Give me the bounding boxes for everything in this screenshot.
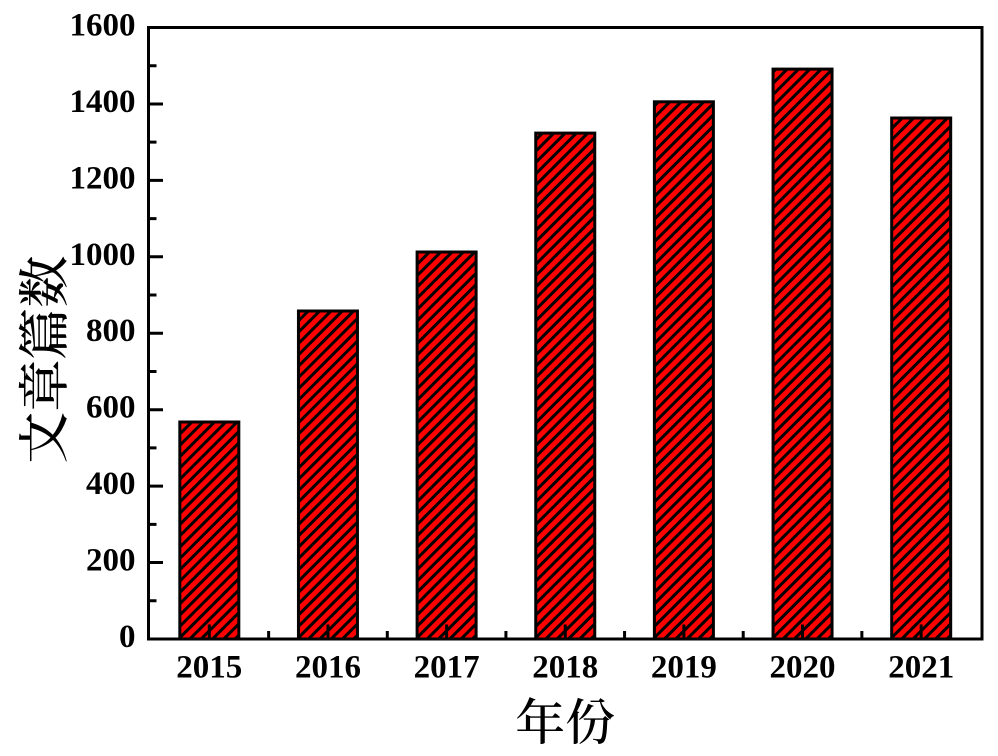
svg-text:1200: 1200 (70, 160, 136, 196)
svg-text:2016: 2016 (295, 650, 361, 686)
svg-text:400: 400 (86, 466, 136, 502)
svg-text:2020: 2020 (770, 650, 836, 686)
svg-text:1600: 1600 (70, 8, 136, 44)
svg-text:2019: 2019 (651, 650, 717, 686)
svg-text:600: 600 (86, 390, 136, 426)
svg-text:800: 800 (86, 313, 136, 349)
svg-text:2017: 2017 (414, 650, 480, 686)
svg-text:0: 0 (119, 619, 136, 655)
svg-text:1400: 1400 (70, 84, 136, 120)
svg-text:2018: 2018 (532, 650, 598, 686)
svg-text:2015: 2015 (176, 650, 242, 686)
svg-text:2021: 2021 (888, 650, 954, 686)
svg-text:200: 200 (86, 543, 136, 579)
svg-text:1000: 1000 (70, 237, 136, 273)
